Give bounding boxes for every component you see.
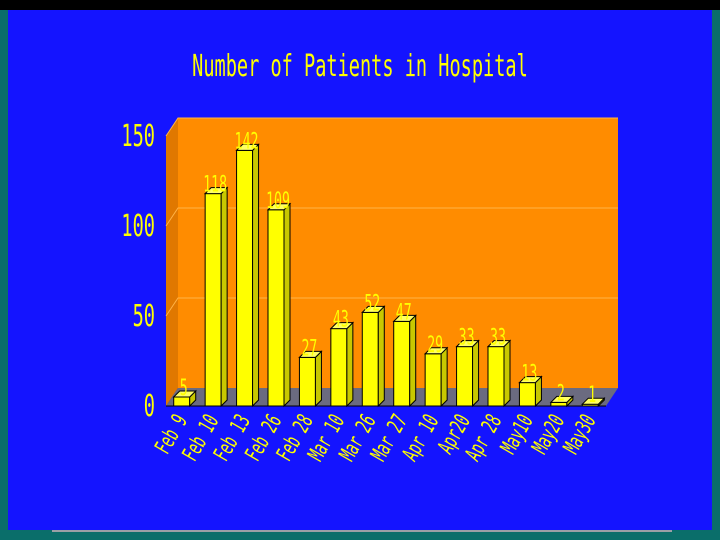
bar-top [392,314,417,322]
bar-front [204,193,222,407]
side-wall [166,118,178,406]
bar [392,314,417,408]
bar-side [283,202,291,408]
bar-top [423,347,449,355]
data-label: 2 [557,381,565,406]
chart-title: Number of Patients in Hospital [192,48,528,83]
bar-front [236,149,254,407]
data-label: 1 [588,383,596,408]
bar-top [486,340,512,348]
bar-side [409,314,417,408]
bar-top [329,322,355,330]
bar [329,321,355,408]
bar-side [377,305,385,408]
bar-top [455,340,480,348]
bar [298,350,323,408]
bar-top [172,390,197,398]
bar-front [330,328,348,407]
bar-front [487,346,505,407]
bar-front [456,346,474,407]
bar-front [361,311,379,407]
y-tick-label: 100 [121,208,155,243]
bar-top [581,397,606,405]
y-tick-label: 150 [121,118,155,153]
data-label: 27 [301,336,317,361]
y-tick-label: 50 [133,298,155,333]
bar [172,389,197,408]
gridline [165,117,618,137]
x-tick-label: May10 [496,410,538,458]
y-axis-ticks: 0 50 100 150 [121,118,155,423]
bar-front [393,320,411,407]
data-label: 47 [396,300,412,325]
bar [581,396,606,408]
plot-wall [166,118,618,407]
bottom-divider [52,530,672,532]
bar [549,395,575,408]
data-label: 13 [521,361,537,386]
bar [203,186,229,408]
bar [235,143,260,408]
bars [172,143,606,408]
gridlines [165,117,618,317]
bar-side [220,186,228,408]
bar [518,375,543,408]
data-label: 118 [203,172,227,197]
data-label: 43 [333,307,349,332]
bar-top [298,350,323,358]
gridline [165,207,618,227]
bar [455,339,480,408]
bar-side [346,321,354,408]
bar [266,202,292,408]
bar-top [518,376,543,384]
bar-top [549,395,575,403]
bar-side [252,143,260,408]
data-label: 33 [459,325,475,350]
x-tick-label: May20 [528,410,570,458]
data-label: 109 [266,188,290,213]
bar-top [361,305,386,313]
bar-top [203,187,229,195]
floor [166,388,618,406]
gridline [165,297,618,317]
data-label: 52 [364,291,380,316]
bar [423,346,449,408]
bar-top [235,143,260,151]
bar-top [266,203,292,211]
data-label: 33 [490,325,506,350]
data-label: 142 [235,129,259,154]
y-tick-label: 0 [144,388,155,423]
bar [486,339,512,408]
bar-front [424,353,442,407]
bar-front [298,356,316,407]
bar [361,305,386,408]
data-labels: 5 118 142 109 27 43 52 47 29 33 33 13 2 1 [180,129,597,408]
data-label: 5 [180,376,188,401]
top-border [0,0,720,10]
x-tick-label: May30 [559,410,601,458]
data-label: 29 [427,332,443,357]
bar-front [267,209,285,407]
